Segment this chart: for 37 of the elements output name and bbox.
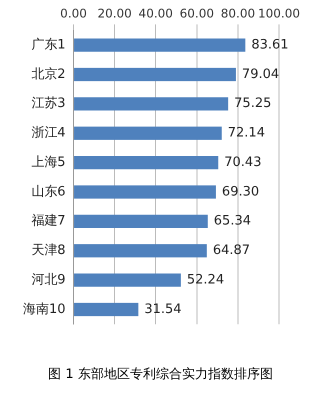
- y-tick-label: 浙江4: [31, 126, 66, 141]
- x-tick-label: 20.00: [97, 6, 132, 20]
- bar: [74, 214, 208, 228]
- data-label: 52.24: [186, 272, 224, 288]
- y-tick-label: 海南10: [22, 302, 66, 317]
- data-label: 72.14: [228, 126, 265, 141]
- x-tick-label: 60.00: [180, 6, 214, 20]
- bar: [74, 68, 236, 82]
- y-tick-label: 江苏3: [31, 96, 66, 112]
- caption: 图 1 东部地区专利综合实力指数排序图: [47, 366, 274, 383]
- x-tick-label: 40.00: [138, 6, 173, 20]
- y-tick-label: 北京2: [31, 66, 66, 82]
- data-label: 64.87: [212, 243, 250, 258]
- bar: [74, 185, 216, 199]
- y-tick-label: 河北9: [31, 272, 66, 288]
- data-label: 79.04: [242, 66, 280, 82]
- y-tick-label: 山东6: [31, 184, 66, 200]
- data-label: 31.54: [144, 302, 182, 317]
- bar: [74, 38, 246, 52]
- bar: [74, 274, 181, 287]
- data-label: 70.43: [224, 154, 262, 170]
- x-tick-label: 0.00: [60, 6, 87, 20]
- data-label: 75.25: [234, 96, 272, 112]
- data-label: 69.30: [222, 184, 260, 200]
- data-label: 65.34: [214, 214, 252, 229]
- bar: [74, 97, 228, 110]
- x-tick-label: 100.00: [258, 6, 300, 20]
- y-tick-label: 广东1: [31, 37, 66, 52]
- bar: [74, 244, 207, 258]
- y-tick-label: 福建7: [31, 214, 66, 229]
- bar: [74, 302, 138, 316]
- y-tick-label: 天津8: [31, 243, 66, 258]
- bar: [74, 156, 218, 170]
- data-label: 83.61: [251, 37, 289, 52]
- bar: [74, 126, 222, 140]
- y-tick-label: 上海5: [31, 154, 66, 170]
- x-tick-label: 80.00: [220, 6, 256, 20]
